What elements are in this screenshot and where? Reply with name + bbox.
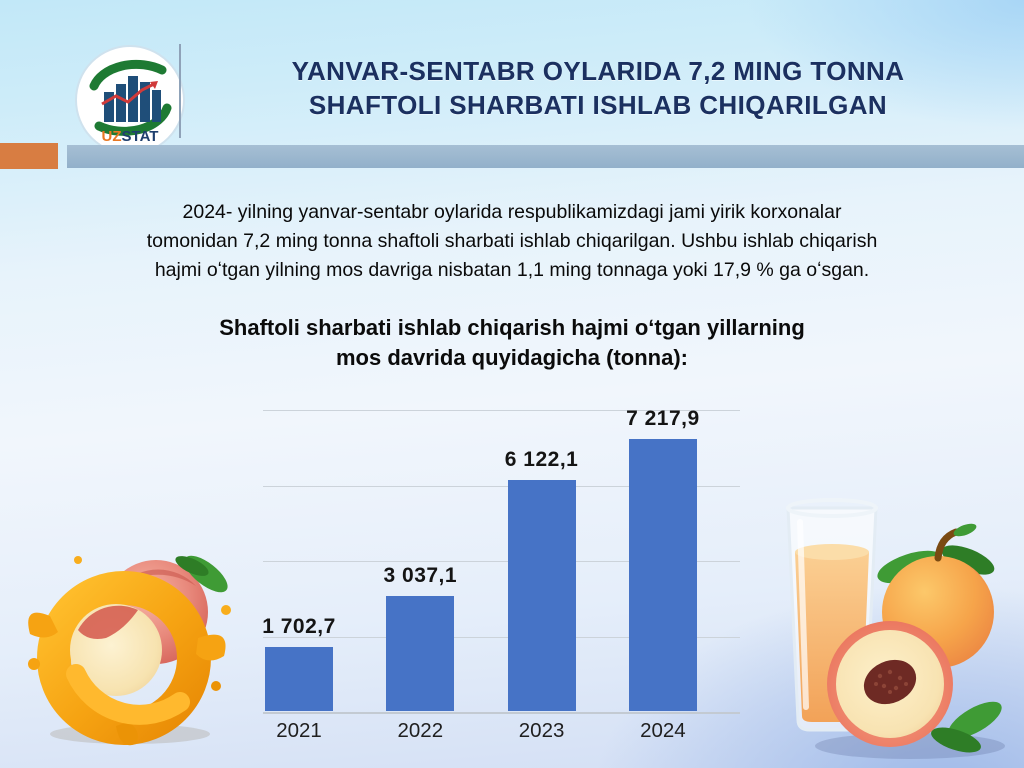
page-title-line2: SHAFTOLI SHARBATI ISHLAB CHIQARILGAN (308, 90, 888, 120)
header-separator (179, 44, 181, 138)
divider-orange-accent (0, 143, 58, 169)
bar-value-label: 6 122,1 (504, 448, 579, 471)
divider-bar (67, 145, 1024, 168)
bar-2024 (628, 439, 697, 711)
peach-splash-illustration (28, 555, 231, 746)
x-axis-line (263, 712, 740, 714)
bar-2021 (265, 647, 333, 711)
chart-title: Shaftoli sharbati ishlab chiqarish hajmi… (0, 313, 1024, 373)
page-title: YANVAR-SENTABR OYLARIDA 7,2 MING TONNA S… (192, 54, 1004, 122)
intro-line3: hajmi oʻtgan yilning mos davriga nisbata… (154, 259, 870, 281)
bar-value-label: 1 702,7 (262, 615, 336, 638)
bar-2022 (386, 596, 455, 711)
chart-title-line2: mos davrida quyidagicha (tonna): (335, 345, 689, 370)
intro-line2: tomonidan 7,2 ming tonna shaftoli sharba… (146, 230, 878, 252)
page-title-line1: YANVAR-SENTABR OYLARIDA 7,2 MING TONNA (291, 56, 905, 86)
gridline (263, 410, 740, 411)
logo-text-uz: UZ (102, 128, 122, 145)
gridline (263, 485, 740, 487)
svg-text:UZSTAT: UZSTAT (102, 128, 159, 145)
intro-line1: 2024- yilning yanvar-sentabr oylarida re… (182, 201, 842, 223)
x-axis-label: 2023 (518, 719, 565, 742)
bar-value-label: 3 037,1 (383, 564, 458, 587)
gridline (263, 636, 740, 638)
uzstat-logo-icon: UZSTAT (75, 45, 185, 155)
uzstat-logo: UZSTAT (74, 44, 186, 156)
gridline (263, 561, 740, 562)
juice-glass-illustration (786, 498, 1005, 759)
intro-paragraph: 2024- yilning yanvar-sentabr oylarida re… (62, 198, 962, 285)
x-axis-label: 2021 (276, 719, 322, 742)
bar-2023 (507, 480, 576, 711)
x-axis-label: 2022 (397, 719, 444, 742)
x-axis-label: 2024 (640, 719, 686, 742)
bar-value-label: 7 217,9 (626, 407, 700, 430)
bar-chart: 1 702,7 2021 3 037,1 2022 6 122,1 2023 7 217,9… (262, 407, 740, 742)
logo-text-stat: STAT (122, 128, 159, 145)
chart-title-line1: Shaftoli sharbati ishlab chiqarish hajmi… (219, 315, 805, 340)
